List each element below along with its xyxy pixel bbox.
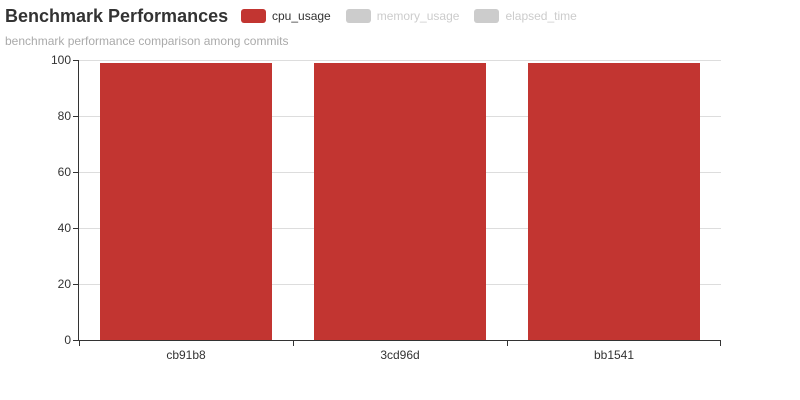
x-axis-tick-2: [507, 341, 508, 346]
legend-swatch-elapsed-time: [474, 9, 500, 23]
y-axis-tick-100: [73, 59, 78, 61]
y-axis-label-20: 20: [57, 277, 71, 291]
gridline-100: [79, 59, 721, 61]
y-axis-tick-60: [73, 171, 78, 173]
y-axis-tick-80: [73, 115, 78, 117]
y-axis-tick-0: [73, 339, 78, 341]
x-axis-label-cb91b8: cb91b8: [166, 348, 206, 362]
y-axis-tick-20: [73, 283, 78, 285]
legend-label-memory-usage: memory_usage: [376, 9, 460, 23]
x-axis-tick-3: [720, 341, 721, 346]
legend-label-cpu-usage: cpu_usage: [272, 9, 331, 23]
x-axis-label-bb1541: bb1541: [593, 348, 635, 362]
y-axis-label-80: 80: [57, 109, 71, 123]
legend-swatch-cpu-usage: [241, 9, 266, 23]
legend-item-memory-usage[interactable]: memory_usage: [345, 9, 460, 23]
bar-cpu_usage-bb1541[interactable]: [528, 62, 700, 340]
chart-title: Benchmark Performances: [5, 6, 229, 26]
y-axis-tick-40: [73, 227, 78, 229]
legend-label-elapsed-time: elapsed_time: [505, 9, 577, 23]
bar-cpu_usage-cb91b8[interactable]: [100, 62, 272, 340]
y-axis-label-0: 0: [64, 333, 71, 347]
y-axis-label-60: 60: [57, 165, 71, 179]
x-axis-tick-1: [293, 341, 294, 346]
legend-item-cpu-usage[interactable]: cpu_usage: [241, 9, 331, 23]
x-axis-tick-0: [79, 341, 80, 346]
x-axis-label-3cd96d: 3cd96d: [380, 348, 420, 362]
y-axis-label-100: 100: [50, 53, 71, 67]
legend-swatch-memory-usage: [345, 9, 371, 23]
y-axis-label-40: 40: [57, 221, 71, 235]
chart-subtitle: benchmark performance comparison among c…: [5, 34, 289, 48]
legend-item-elapsed-time[interactable]: elapsed_time: [474, 9, 577, 23]
legend: cpu_usage memory_usage elapsed_time: [241, 9, 577, 23]
bar-cpu_usage-3cd96d[interactable]: [314, 62, 486, 340]
plot-area: 0 20 40 60 80 100 cb91b8 3cd96d bb1541: [51, 53, 721, 362]
